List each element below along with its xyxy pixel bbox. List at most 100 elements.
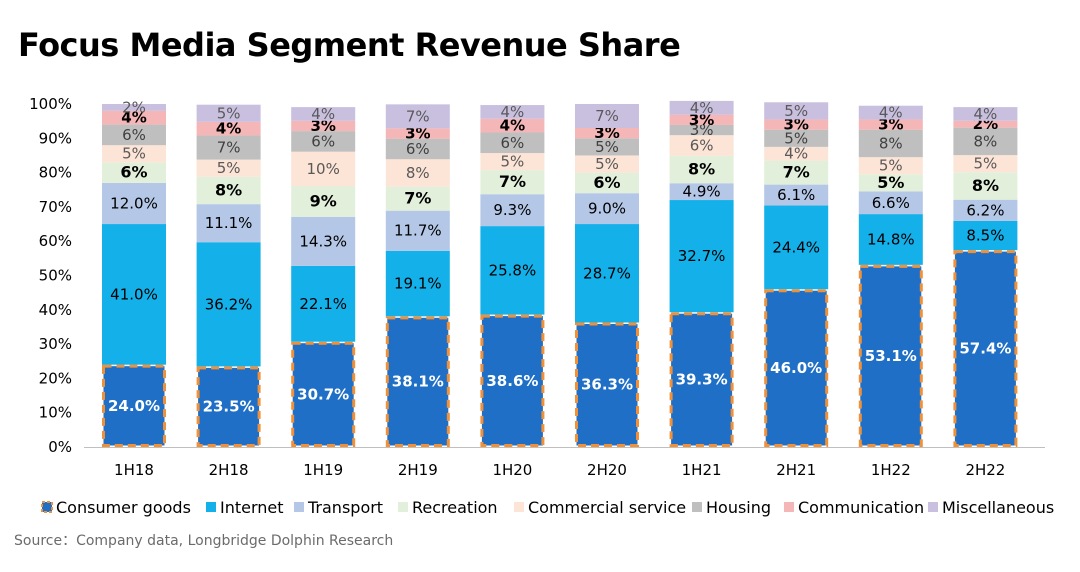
data-label: 6.1% [777,186,815,204]
bar-segment [291,216,356,266]
data-label: 4% [500,117,525,135]
data-label: 2% [122,98,146,116]
bar-segment [953,199,1018,221]
bar-segment [291,185,356,217]
legend-label: Communication [798,498,924,517]
bar-segment [669,312,734,447]
legend-label: Miscellaneous [942,498,1054,517]
data-label: 5% [595,155,619,173]
source-note: Source：Company data, Longbridge Dolphin … [14,533,394,549]
bar-segment [385,316,450,447]
data-label: 4% [974,105,998,123]
data-label: 9.0% [588,200,626,218]
bar-segment [953,220,1018,251]
data-label: 10% [307,160,340,178]
legend-swatch [692,502,702,512]
data-label: 28.7% [583,264,631,282]
data-label: 30.7% [297,385,349,403]
data-label: 6% [406,140,430,158]
legend-label: Transport [307,498,383,517]
data-label: 5% [122,145,146,163]
data-label: 24.4% [772,238,820,256]
bar-segment [102,110,166,125]
legend-swatch [928,502,938,512]
data-label: 6% [501,134,525,152]
bar-group: 23.5%36.2%11.1%8%5%7%4%5% [196,104,261,447]
data-label: 4% [784,145,808,163]
data-label: 4.9% [683,183,721,201]
data-label: 23.5% [203,398,255,416]
bar-segment [102,145,166,163]
y-tick-label: 20% [39,369,72,387]
data-label: 14.8% [867,230,915,248]
data-label: 8% [406,164,430,182]
x-tick-label: 2H19 [398,461,438,479]
x-tick-label: 1H20 [492,461,532,479]
data-label: 53.1% [865,347,917,365]
bar-group: 39.3%32.7%4.9%8%6%3%3%4% [669,99,734,447]
data-label: 8% [215,180,242,199]
bar-segment [291,131,356,152]
y-tick-label: 60% [39,232,72,250]
bar-segment [196,176,261,205]
bar-segment [291,107,356,121]
y-tick-label: 30% [39,335,72,353]
bar-segment [669,200,734,313]
bar-segment [575,224,639,323]
legend-label: Commercial service [528,498,686,517]
bar-segment [102,224,166,365]
bar-segment [480,118,545,133]
x-tick-label: 2H20 [587,461,627,479]
data-label: 9% [310,191,337,210]
legend-item: Miscellaneous [928,498,1054,517]
bar-segment [102,182,166,225]
legend-label: Housing [706,498,771,517]
bar-segment [385,138,450,160]
data-label: 4% [879,104,903,122]
data-label: 5% [974,155,998,173]
bar-segment [102,104,166,111]
data-label: 38.1% [392,373,444,391]
bar-segment [858,264,923,447]
bar-segment [480,153,545,171]
bar-segment [953,120,1018,128]
x-tick-label: 2H18 [209,461,249,479]
bar-segment [858,129,923,158]
bar-segment [858,105,923,120]
bar-segment [480,132,545,154]
bar-segment [575,128,639,139]
bar-segment [669,100,734,115]
bar-segment [858,174,923,192]
bar-segment [669,124,734,136]
bar-segment [575,104,639,129]
data-label: 19.1% [394,275,442,293]
bar-segment [858,157,923,175]
data-label: 6% [122,126,146,144]
bar-segment [291,151,356,186]
data-label: 4% [216,120,241,138]
data-label: 39.3% [676,371,728,389]
bar-segment [764,102,829,120]
data-label: 5% [501,153,525,171]
bar-segment [764,146,829,161]
data-label: 3% [689,111,714,129]
bar-segment [385,210,450,251]
bar-segment [196,204,261,243]
data-label: 36.3% [581,376,633,394]
data-label: 6.6% [872,194,910,212]
legend-swatch [206,502,216,512]
bar-segment [102,162,166,183]
legend-item: Commercial service [514,498,686,517]
data-label: 3% [594,124,619,142]
bar-group: 30.7% 22.1% 14.3% 9% 10% 6%3%4% [291,105,356,448]
bar-segment [575,172,639,194]
bar-segment [858,191,923,215]
data-label: 4% [690,99,714,117]
legend-item: Consumer goods [41,498,191,517]
data-label: 3% [310,117,335,135]
data-label: 14.3% [299,232,347,250]
bar-segment [575,138,639,156]
data-label: 7% [404,189,431,208]
data-label: 6% [690,137,714,155]
